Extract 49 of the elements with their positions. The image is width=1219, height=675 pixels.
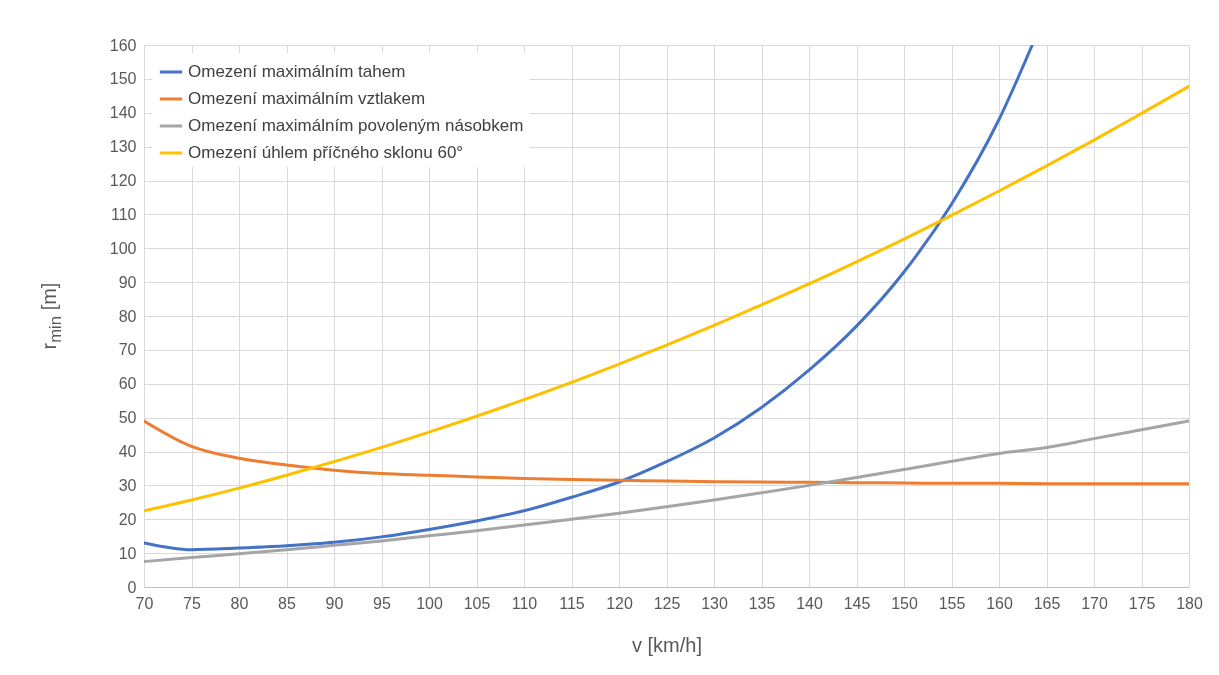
legend-label: Omezení maximálním tahem [188, 62, 406, 81]
y-tick-label: 80 [118, 307, 137, 325]
y-tick-label: 60 [118, 375, 137, 393]
x-tick-label: 155 [938, 594, 966, 612]
x-tick-label: 90 [325, 594, 344, 612]
x-tick-label: 160 [986, 594, 1013, 612]
x-tick-label: 140 [796, 594, 823, 612]
y-tick-label: 0 [127, 578, 137, 596]
y-tick-label: 90 [118, 273, 137, 291]
x-tick-label: 125 [653, 594, 681, 612]
y-tick-label: 160 [109, 36, 137, 54]
x-tick-label: 80 [230, 594, 249, 612]
x-tick-label: 120 [606, 594, 633, 612]
y-tick-label: 110 [110, 205, 137, 223]
x-tick-label: 100 [416, 594, 443, 612]
legend-label: Omezení maximálním vztlakem [188, 89, 426, 108]
x-tick-label: 130 [701, 594, 728, 612]
y-tick-label: 40 [118, 443, 137, 460]
x-tick-label: 115 [559, 594, 585, 612]
line-series [144, 419, 1189, 486]
y-tick-label: 70 [118, 341, 137, 359]
x-tick-label: 170 [1081, 594, 1108, 612]
x-tick-label: 145 [843, 594, 871, 612]
x-tick-label: 175 [1128, 594, 1156, 612]
y-tick-label: 10 [118, 544, 137, 562]
y-tick-label: 130 [109, 138, 137, 156]
x-tick-label: 135 [748, 594, 776, 612]
y-tick-label: 100 [109, 239, 137, 257]
y-tick-label: 50 [118, 409, 137, 427]
x-axis-title: v [km/h] [631, 633, 703, 656]
x-tick-label: 105 [463, 594, 491, 612]
x-tick-label: 150 [891, 594, 918, 612]
x-tick-label: 70 [135, 594, 154, 612]
y-tick-label: 150 [109, 70, 137, 88]
y-tick-label: 20 [118, 510, 137, 528]
x-tick-label: 180 [1176, 594, 1203, 612]
x-tick-label: 85 [278, 594, 296, 612]
y-tick-label: 30 [118, 476, 137, 494]
legend-label: Omezení úhlem příčného sklonu 60° [188, 143, 464, 162]
x-tick-label: 165 [1033, 594, 1061, 612]
y-tick-label: 120 [109, 172, 137, 189]
y-tick-label: 140 [109, 104, 137, 122]
line-series [144, 84, 1189, 513]
legend-label: Omezení maximálním povoleným násobkem [188, 116, 524, 135]
x-tick-label: 75 [183, 594, 201, 612]
line-series [144, 45, 1034, 552]
line-series [144, 419, 1189, 564]
x-tick-label: 110 [511, 594, 538, 612]
x-tick-label: 95 [373, 594, 391, 612]
